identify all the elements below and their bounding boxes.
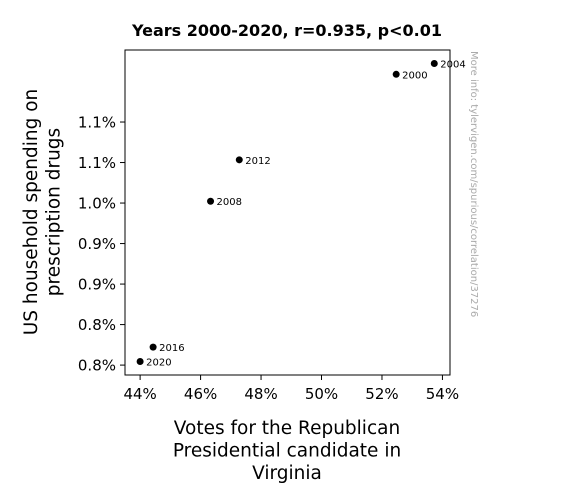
chart-title: Years 2000-2020, r=0.935, p<0.01 [131,21,442,40]
data-point-label: 2004 [440,60,465,71]
y-tick-label: 0.9% [78,235,116,253]
x-tick-label: 48% [244,385,277,403]
x-axis-label-line: Virginia [252,463,322,484]
y-tick-label: 0.8% [78,316,116,334]
data-point [149,343,157,351]
x-tick-label: 50% [305,385,338,403]
data-point [235,156,243,164]
x-tick-label: 52% [365,385,398,403]
data-points: 2000 2004 2008 2012 2016 2020 [136,60,466,368]
y-axis: 0.8% 0.8% 0.9% 0.9% 1.0% 1.1% 1.1% [78,114,125,375]
x-tick-label: 44% [123,385,156,403]
data-point [136,357,144,365]
y-axis-label: US household spending on prescription dru… [21,89,65,336]
x-tick-label: 46% [184,385,217,403]
x-tick-label: 54% [426,385,459,403]
data-point-label: 2020 [146,357,171,368]
source-watermark: More info: tylervigen.com/spurious/corre… [468,51,479,317]
data-point [430,60,438,68]
y-tick-label: 1.1% [78,114,116,132]
y-tick-label: 0.9% [78,276,116,294]
plot-area [124,49,451,376]
x-axis-label-line: Presidential candidate in [173,441,401,462]
y-axis-label-line: US household spending on [21,89,42,336]
y-tick-label: 1.1% [78,154,116,172]
data-point-label: 2008 [217,197,242,208]
data-point-label: 2012 [245,156,270,167]
data-point-label: 2000 [402,70,427,81]
y-tick-label: 0.8% [78,357,116,375]
data-point-label: 2016 [159,343,184,354]
data-point [207,197,215,205]
x-axis-label-line: Votes for the Republican [174,418,400,439]
x-axis: 44% 46% 48% 50% 52% 54% [123,375,459,403]
y-axis-label-line: prescription drugs [44,128,65,296]
y-tick-label: 1.0% [78,195,116,213]
y-axis-label-group: US household spending on prescription dru… [21,89,65,336]
data-point [392,70,400,78]
